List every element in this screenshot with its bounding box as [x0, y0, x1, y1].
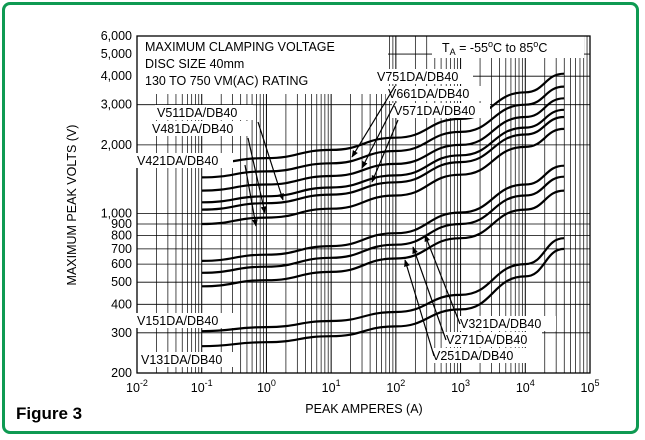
x-tick-label: 103 — [451, 378, 470, 395]
series-labels: V751DA/DB40 V661DA/DB40 V571DA/DB40 V511DA/… — [135, 69, 556, 367]
series-label-background — [430, 348, 528, 363]
x-tick-label: 10-1 — [191, 378, 213, 395]
series-label: V481DA/DB40 — [152, 122, 233, 136]
y-tick-label: 3,000 — [101, 98, 132, 112]
series-label-background — [135, 313, 233, 328]
series-label: V251DA/DB40 — [432, 349, 513, 363]
leader-arrow — [424, 234, 461, 325]
series-label: V421DA/DB40 — [137, 154, 218, 168]
y-tick-label: 500 — [111, 275, 132, 289]
series-label: V751DA/DB40 — [377, 70, 458, 84]
x-tick-label: 105 — [581, 378, 600, 395]
y-tick-label: 400 — [111, 297, 132, 311]
series-label-background — [150, 121, 248, 136]
series-label-background — [458, 316, 556, 331]
series-line-v571da-db40 — [201, 97, 565, 192]
y-tick-label: 1,000 — [101, 207, 132, 221]
y-tick-label: 800 — [111, 229, 132, 243]
leader-arrow — [412, 246, 447, 341]
leader-arrow — [361, 102, 396, 169]
figure-label: Figure 3 — [16, 404, 83, 423]
leader-arrow — [247, 137, 267, 214]
series-label-background — [386, 86, 484, 101]
y-tick-label: 2,000 — [101, 138, 132, 152]
x-tick-label: 104 — [516, 378, 535, 395]
x-axis-title: PEAK AMPERES (A) — [305, 402, 422, 416]
plot-frame — [136, 35, 591, 374]
leader-arrow — [244, 164, 258, 227]
series-label: V271DA/DB40 — [446, 333, 527, 347]
series-label-background — [135, 153, 233, 168]
x-tick-labels: 10-2 10-1 100 101 102 103 104 105 — [126, 378, 599, 395]
temperature-box: TA = -55oC to 85oC — [432, 36, 584, 58]
series-label-background — [392, 103, 490, 118]
series-line-v751da-db40 — [201, 72, 565, 165]
y-tick-label: 4,000 — [101, 69, 132, 83]
y-tick-label: 5,000 — [101, 47, 132, 61]
x-tick-label: 101 — [322, 378, 341, 395]
y-tick-label: 700 — [111, 242, 132, 256]
annotation-line-1: MAXIMUM CLAMPING VOLTAGE — [145, 40, 335, 54]
annotation-line-3: 130 TO 750 VM(AC) RATING — [145, 74, 308, 88]
series-label: V151DA/DB40 — [137, 314, 218, 328]
series-line-v271da-db40 — [201, 175, 565, 274]
temperature-note: TA = -55oC to 85oC — [442, 39, 547, 57]
series-label: V511DA/DB40 — [157, 106, 237, 120]
series-line-v131da-db40 — [201, 247, 565, 348]
chart-series — [201, 72, 565, 348]
y-axis-title: MAXIMUM PEAK VOLTS (V) — [65, 125, 79, 286]
series-label-background — [444, 332, 542, 347]
series-line-v481da-db40 — [201, 115, 565, 211]
plot-border — [136, 35, 591, 374]
series-line-v421da-db40 — [201, 127, 565, 226]
annotation-box-background — [137, 36, 388, 94]
series-label: V571DA/DB40 — [394, 104, 475, 118]
series-label: V321DA/DB40 — [460, 317, 541, 331]
series-label-background — [139, 352, 237, 367]
annotation-line-2: DISC SIZE 40mm — [145, 57, 244, 71]
series-line-v321da-db40 — [201, 164, 565, 262]
y-tick-label: 6,000 — [101, 29, 132, 43]
annotation-box: MAXIMUM CLAMPING VOLTAGE DISC SIZE 40mm … — [137, 36, 388, 94]
series-line-v661da-db40 — [201, 85, 565, 179]
series-label: V661DA/DB40 — [388, 87, 469, 101]
leader-arrow — [257, 121, 284, 201]
series-line-v511da-db40 — [201, 108, 565, 204]
series-label-background — [155, 105, 253, 120]
leader-arrow — [404, 259, 435, 357]
y-tick-label: 600 — [111, 257, 132, 271]
series-label-background — [375, 69, 473, 84]
series-label: V131DA/DB40 — [141, 353, 222, 367]
x-tick-label: 100 — [257, 378, 276, 395]
y-tick-label: 300 — [111, 326, 132, 340]
y-tick-label: 200 — [111, 366, 132, 380]
leader-arrow — [371, 119, 399, 183]
x-tick-label: 102 — [386, 378, 405, 395]
x-tick-label: 10-2 — [126, 378, 148, 395]
temperature-box-background — [432, 36, 584, 58]
series-line-v151da-db40 — [201, 237, 565, 333]
series-line-v251da-db40 — [201, 189, 565, 288]
leader-arrow — [351, 85, 396, 158]
label-arrows — [244, 85, 461, 357]
y-tick-label: 900 — [111, 217, 132, 231]
